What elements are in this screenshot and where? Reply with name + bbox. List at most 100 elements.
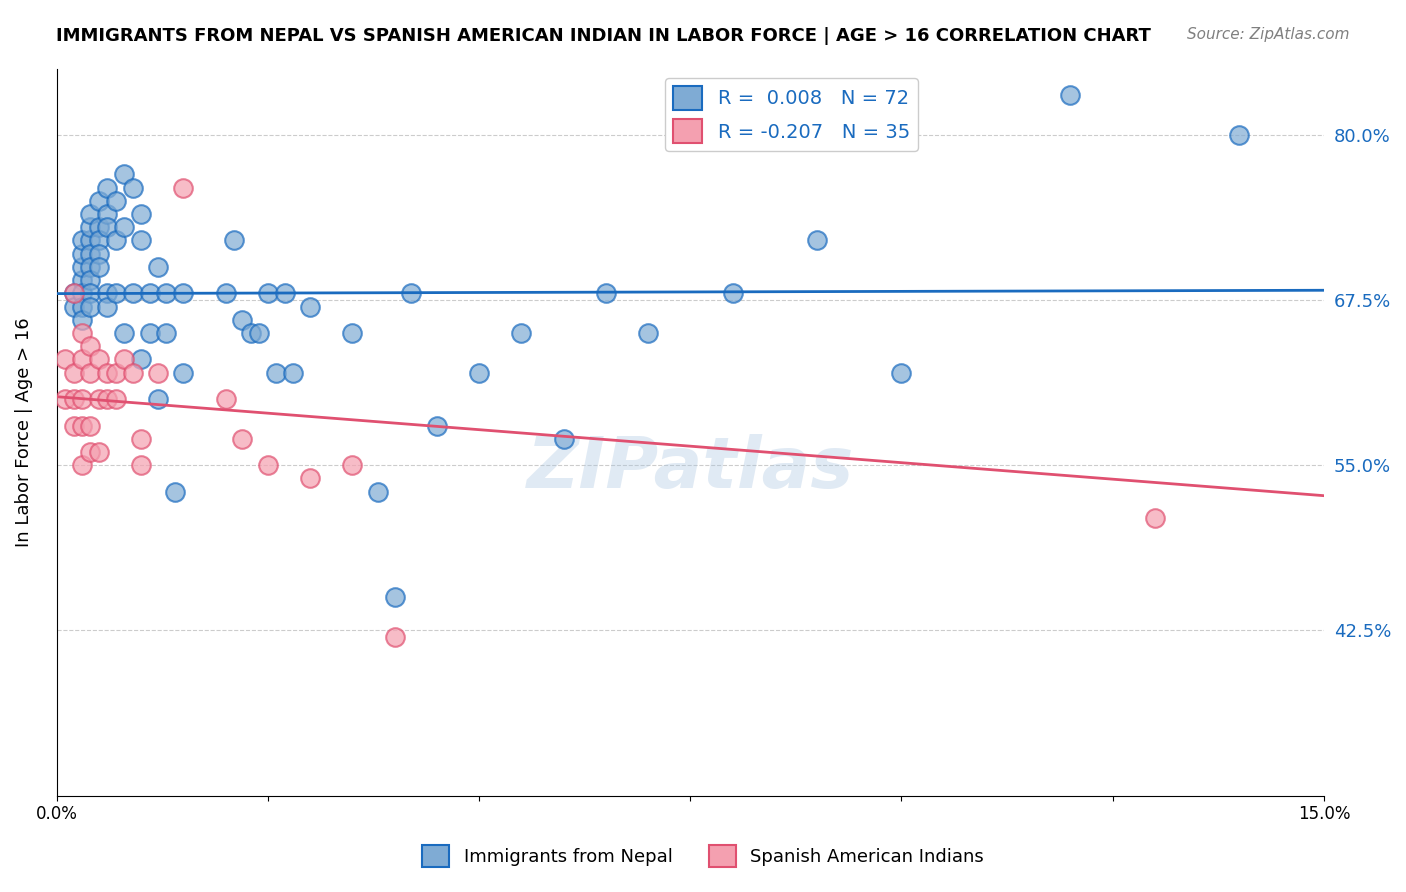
Point (87, 392, 110, 406)
Point (104, 194, 127, 208)
Point (172, 366, 194, 380)
Point (256, 458, 278, 473)
Point (96, 180, 118, 194)
Point (62, 392, 84, 406)
Point (79, 445, 101, 459)
Point (79, 220, 101, 235)
Point (299, 471, 322, 485)
Point (70, 234, 93, 248)
Text: IMMIGRANTS FROM NEPAL VS SPANISH AMERICAN INDIAN IN LABOR FORCE | AGE > 16 CORRE: IMMIGRANTS FROM NEPAL VS SPANISH AMERICA… (56, 27, 1152, 45)
Point (155, 286, 177, 301)
Point (342, 326, 364, 340)
Point (172, 286, 194, 301)
Point (104, 392, 127, 406)
Point (112, 352, 135, 367)
Point (87, 220, 110, 235)
Point (96, 366, 118, 380)
Point (595, 286, 617, 301)
Point (79, 339, 101, 353)
Point (426, 418, 449, 433)
Legend: R =  0.008   N = 72, R = -0.207   N = 35: R = 0.008 N = 72, R = -0.207 N = 35 (665, 78, 918, 151)
Point (79, 207, 101, 221)
Point (87, 445, 110, 459)
Point (155, 326, 177, 340)
Point (138, 326, 160, 340)
Point (806, 234, 828, 248)
Text: Source: ZipAtlas.com: Source: ZipAtlas.com (1187, 27, 1350, 42)
Point (264, 366, 287, 380)
Point (112, 167, 135, 181)
Point (79, 286, 101, 301)
Point (214, 286, 236, 301)
Point (121, 366, 143, 380)
Point (637, 326, 659, 340)
Point (62, 286, 84, 301)
Point (62, 366, 84, 380)
Point (121, 180, 143, 194)
Point (121, 286, 143, 301)
Point (129, 352, 152, 367)
Point (79, 300, 101, 314)
Point (1229, 128, 1251, 142)
Point (214, 392, 236, 406)
Point (79, 366, 101, 380)
Point (468, 366, 491, 380)
Point (87, 352, 110, 367)
Point (70, 326, 93, 340)
Point (146, 366, 169, 380)
Point (96, 286, 118, 301)
Point (890, 366, 912, 380)
Point (87, 234, 110, 248)
Point (79, 234, 101, 248)
Point (62, 418, 84, 433)
Point (129, 458, 152, 473)
Point (256, 286, 278, 301)
Point (129, 207, 152, 221)
Point (129, 432, 152, 446)
Point (283, 366, 305, 380)
Point (274, 286, 297, 301)
Point (222, 234, 245, 248)
Point (70, 352, 93, 367)
Point (70, 392, 93, 406)
Point (112, 326, 135, 340)
Point (79, 273, 101, 287)
Text: ZIPatlas: ZIPatlas (527, 434, 853, 503)
Point (70, 260, 93, 274)
Point (96, 207, 118, 221)
Point (112, 220, 135, 235)
Point (70, 312, 93, 326)
Point (70, 300, 93, 314)
Point (247, 326, 270, 340)
Point (70, 286, 93, 301)
Point (384, 591, 406, 605)
Legend: Immigrants from Nepal, Spanish American Indians: Immigrants from Nepal, Spanish American … (415, 838, 991, 874)
Point (299, 300, 322, 314)
Point (70, 418, 93, 433)
Point (553, 432, 575, 446)
Point (138, 286, 160, 301)
Point (104, 366, 127, 380)
Point (721, 286, 744, 301)
Point (1059, 87, 1081, 102)
Point (96, 220, 118, 235)
Point (96, 300, 118, 314)
Point (342, 458, 364, 473)
Point (87, 194, 110, 208)
Point (87, 246, 110, 260)
Point (510, 326, 533, 340)
Point (172, 180, 194, 194)
Point (239, 326, 262, 340)
Point (70, 273, 93, 287)
Point (401, 286, 423, 301)
Point (146, 392, 169, 406)
Point (163, 484, 186, 499)
Point (1143, 511, 1166, 525)
Point (231, 432, 253, 446)
Point (231, 312, 253, 326)
Point (70, 458, 93, 473)
Point (53, 392, 76, 406)
Point (79, 260, 101, 274)
Point (367, 484, 389, 499)
Point (62, 286, 84, 301)
